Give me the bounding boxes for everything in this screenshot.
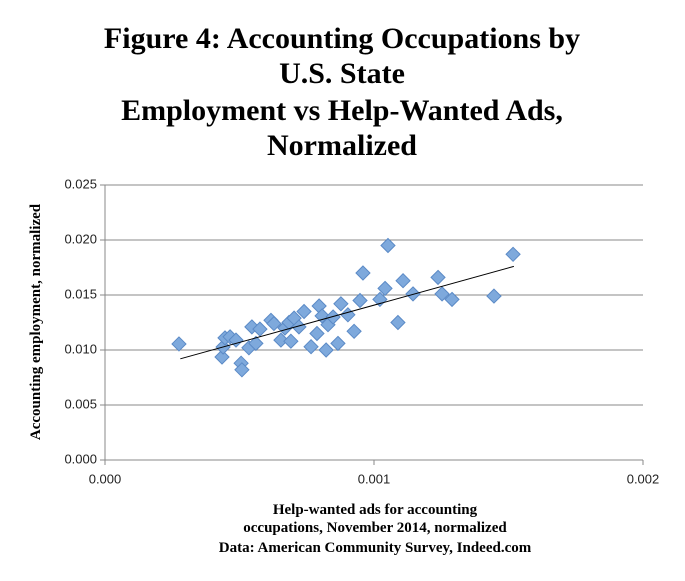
point: [444, 291, 460, 308]
point: [430, 269, 446, 286]
point: [340, 307, 356, 323]
point: [352, 292, 368, 309]
point: [296, 303, 312, 320]
point: [309, 325, 325, 342]
y-tick-label: 0.015: [64, 286, 97, 301]
point: [346, 323, 362, 340]
point: [248, 335, 264, 352]
y-tick-label: 0.000: [64, 451, 97, 466]
chart-title: Employment vs Help-Wanted Ads,: [121, 94, 563, 127]
point: [434, 286, 450, 302]
x-tick-label: 0.001: [358, 471, 391, 486]
trendline: [180, 265, 515, 360]
x-tick-label: 0.000: [89, 471, 122, 486]
chart-title: U.S. State: [279, 57, 405, 90]
point: [214, 349, 230, 365]
point: [330, 335, 346, 352]
point: [318, 342, 334, 358]
x-tick-label: 0.002: [627, 471, 660, 486]
y-tick-label: 0.020: [64, 231, 97, 246]
chart-title: Figure 4: Accounting Occupations by: [104, 22, 580, 55]
point: [486, 288, 502, 304]
point: [390, 314, 406, 331]
y-tick-label: 0.025: [64, 176, 97, 191]
point: [266, 315, 282, 332]
source: Data: American Community Survey, Indeed.…: [219, 540, 532, 556]
point: [228, 332, 244, 348]
point: [377, 280, 393, 297]
point: [505, 246, 521, 263]
point: [333, 296, 349, 312]
x-axis-label: Help-wanted ads for accounting: [273, 502, 478, 518]
point: [234, 362, 250, 378]
point: [171, 336, 187, 352]
point: [314, 308, 330, 324]
y-tick-label: 0.005: [64, 396, 97, 411]
y-tick-label: 0.010: [64, 341, 97, 356]
point: [252, 321, 268, 337]
y-axis-label: Accounting employment, normalized: [28, 203, 44, 440]
point: [273, 332, 289, 348]
x-axis-label: occupations, November 2014, normalized: [243, 520, 507, 536]
point: [355, 265, 371, 281]
point: [395, 272, 411, 289]
point: [283, 333, 299, 349]
point: [380, 237, 396, 254]
chart-title: Normalized: [267, 129, 417, 162]
point: [303, 338, 319, 355]
